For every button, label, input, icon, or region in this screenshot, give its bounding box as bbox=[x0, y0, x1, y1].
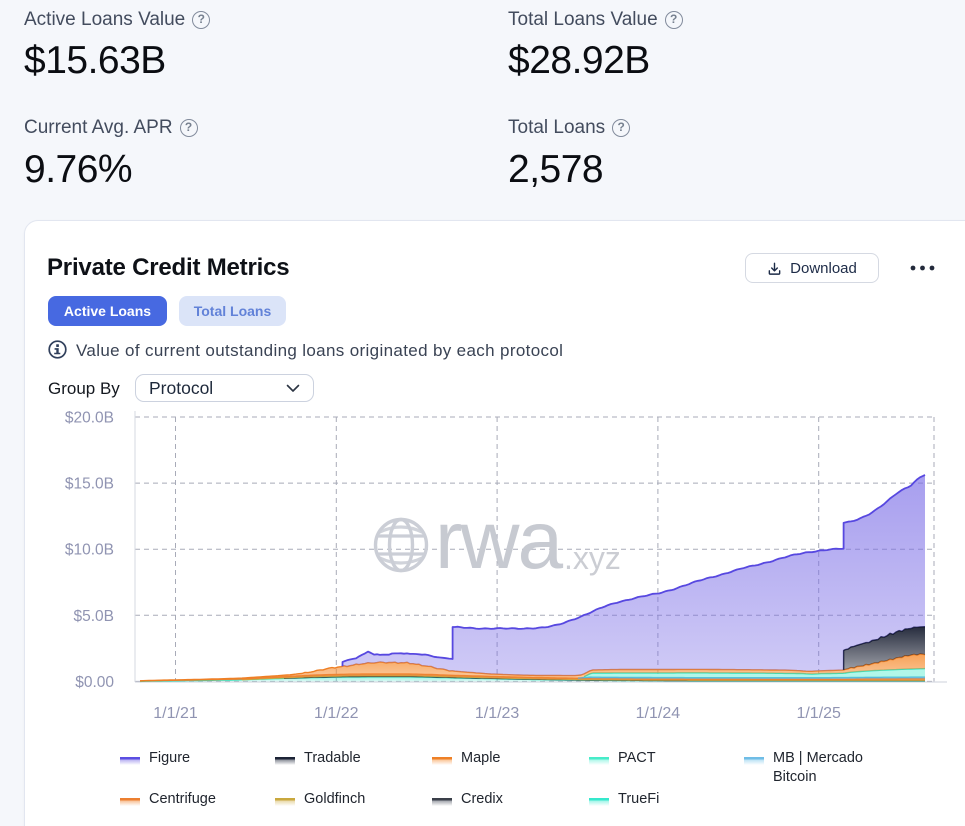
svg-text:1/1/21: 1/1/21 bbox=[153, 705, 198, 722]
svg-text:$10.0B: $10.0B bbox=[65, 542, 114, 559]
svg-text:$20.0B: $20.0B bbox=[65, 410, 114, 427]
svg-text:.xyz: .xyz bbox=[564, 540, 621, 576]
svg-text:1/1/23: 1/1/23 bbox=[475, 705, 520, 722]
svg-text:rwa: rwa bbox=[435, 495, 564, 586]
svg-text:$5.0B: $5.0B bbox=[73, 608, 114, 625]
svg-text:1/1/22: 1/1/22 bbox=[314, 705, 359, 722]
svg-text:1/1/25: 1/1/25 bbox=[796, 705, 841, 722]
svg-text:1/1/24: 1/1/24 bbox=[636, 705, 681, 722]
svg-text:$0.00: $0.00 bbox=[75, 674, 114, 691]
svg-text:$15.0B: $15.0B bbox=[65, 476, 114, 493]
